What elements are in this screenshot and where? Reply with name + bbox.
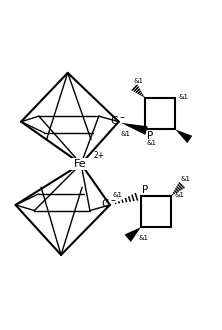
Text: &1: &1 <box>139 235 149 241</box>
Text: 2+: 2+ <box>93 151 104 160</box>
Polygon shape <box>175 129 192 143</box>
Text: C: C <box>101 199 109 209</box>
Bar <box>67 158 95 170</box>
Text: –: – <box>120 112 125 122</box>
Text: –: – <box>111 195 116 205</box>
Text: P: P <box>142 185 148 195</box>
Text: &1: &1 <box>174 192 184 198</box>
Text: &1: &1 <box>112 192 122 198</box>
Text: &1: &1 <box>133 78 143 84</box>
Text: &1: &1 <box>181 176 191 182</box>
Text: &1: &1 <box>121 131 131 137</box>
Text: C: C <box>110 116 118 126</box>
Polygon shape <box>121 123 148 135</box>
Text: &1: &1 <box>179 94 189 100</box>
Text: P: P <box>147 131 153 141</box>
Polygon shape <box>125 227 141 242</box>
Text: Fe: Fe <box>74 159 86 169</box>
Text: &1: &1 <box>147 140 157 146</box>
